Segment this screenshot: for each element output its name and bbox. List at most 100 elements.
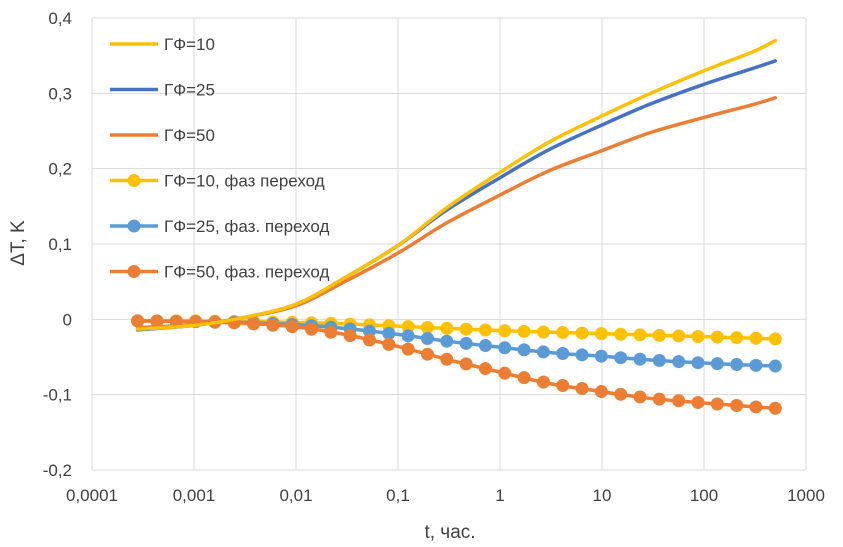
data-point-marker (652, 392, 666, 406)
y-tick-label: 0,3 (48, 84, 72, 103)
data-point-marker (285, 320, 299, 334)
data-point-marker (575, 382, 589, 396)
series-line (135, 38, 778, 331)
data-point-marker (672, 355, 686, 369)
x-tick-label: 1 (495, 486, 504, 505)
data-point-marker (556, 346, 570, 360)
data-point-marker (710, 330, 724, 344)
data-point-marker (440, 352, 454, 366)
data-point-marker (517, 324, 531, 338)
data-point-marker (362, 333, 376, 347)
y-tick-label: 0,1 (48, 235, 72, 254)
x-axis-label: t, час. (424, 522, 475, 543)
data-point-marker (594, 349, 608, 363)
data-point-marker (305, 322, 319, 336)
x-tick-label: 10 (593, 486, 612, 505)
data-point-marker (382, 337, 396, 351)
data-point-marker (672, 329, 686, 343)
data-point-marker (324, 325, 338, 339)
data-point-marker (420, 332, 434, 346)
data-point-marker (749, 400, 763, 414)
series-group (131, 314, 782, 415)
data-point-marker (730, 358, 744, 372)
y-axis-label: ΔT, K (8, 220, 29, 266)
series-group (135, 38, 778, 331)
data-point-marker (498, 366, 512, 380)
data-point-marker (633, 352, 647, 366)
data-point-marker (517, 371, 531, 385)
data-point-marker (498, 341, 512, 355)
data-point-marker (691, 395, 705, 409)
data-point-marker (266, 318, 280, 332)
data-point-marker (536, 345, 550, 359)
data-point-marker (459, 336, 473, 350)
x-tick-label: 1000 (787, 486, 825, 505)
data-point-marker (633, 328, 647, 342)
data-point-marker (401, 320, 415, 334)
legend-label: ГФ=10 (164, 35, 215, 54)
legend-item: ГФ=50, фаз. переход (110, 263, 329, 282)
data-point-marker (652, 354, 666, 368)
data-point-marker (730, 398, 744, 412)
legend-label: ГФ=25, фаз. переход (164, 217, 329, 236)
data-point-marker (691, 356, 705, 370)
data-point-marker (440, 321, 454, 335)
x-tick-label: 0,001 (173, 486, 216, 505)
legend-item: ГФ=10, фаз переход (110, 172, 325, 191)
data-point-marker (710, 397, 724, 411)
y-tick-label: -0,2 (43, 461, 72, 480)
data-point-marker (633, 390, 647, 404)
x-axis-tick-labels: 0,0001 0,001 0,01 0,1 1 10 100 1000 (66, 486, 825, 505)
y-tick-label: 0,4 (48, 9, 72, 28)
legend-item: ГФ=10 (110, 35, 215, 54)
data-point-marker (575, 326, 589, 340)
y-tick-label: 0,2 (48, 160, 72, 179)
legend-item: ГФ=25 (110, 81, 215, 100)
x-tick-label: 0,01 (279, 486, 312, 505)
legend: ГФ=10 ГФ=25 ГФ=50 ГФ=10, фаз переход ГФ=25, … (110, 35, 329, 282)
legend-item: ГФ=25, фаз. переход (110, 217, 329, 236)
legend-label: ГФ=25 (164, 81, 215, 100)
data-point-marker (536, 325, 550, 339)
data-point-marker (401, 329, 415, 343)
data-point-marker (420, 320, 434, 334)
data-point-marker (556, 326, 570, 340)
data-point-marker (459, 357, 473, 371)
data-point-marker (614, 387, 628, 401)
legend-marker (127, 219, 141, 233)
data-point-marker (343, 329, 357, 343)
x-tick-label: 100 (690, 486, 718, 505)
data-point-marker (768, 332, 782, 346)
data-point-marker (382, 326, 396, 340)
data-point-marker (478, 323, 492, 337)
legend-marker (127, 265, 141, 278)
data-point-marker (768, 401, 782, 415)
x-tick-label: 0,1 (386, 486, 410, 505)
data-point-marker (420, 347, 434, 361)
data-point-marker (594, 327, 608, 341)
data-point-marker (131, 314, 145, 328)
legend-marker (127, 174, 141, 187)
legend-label: ГФ=50, фаз. переход (164, 263, 329, 282)
data-series (131, 38, 782, 415)
data-point-marker (498, 324, 512, 338)
legend-label: ГФ=50 (164, 126, 215, 145)
data-point-marker (517, 343, 531, 357)
data-point-marker (730, 331, 744, 345)
data-point-marker (536, 375, 550, 389)
data-point-marker (672, 394, 686, 408)
data-point-marker (459, 322, 473, 336)
data-point-marker (652, 328, 666, 342)
x-tick-label: 0,0001 (66, 486, 118, 505)
data-point-marker (150, 314, 164, 328)
data-point-marker (478, 339, 492, 353)
legend-item: ГФ=50 (110, 126, 215, 145)
data-point-marker (247, 317, 261, 331)
data-point-marker (594, 385, 608, 399)
data-point-marker (556, 379, 570, 393)
data-point-marker (749, 358, 763, 372)
data-point-marker (614, 351, 628, 365)
data-point-marker (575, 348, 589, 362)
y-tick-label: 0 (63, 310, 72, 329)
